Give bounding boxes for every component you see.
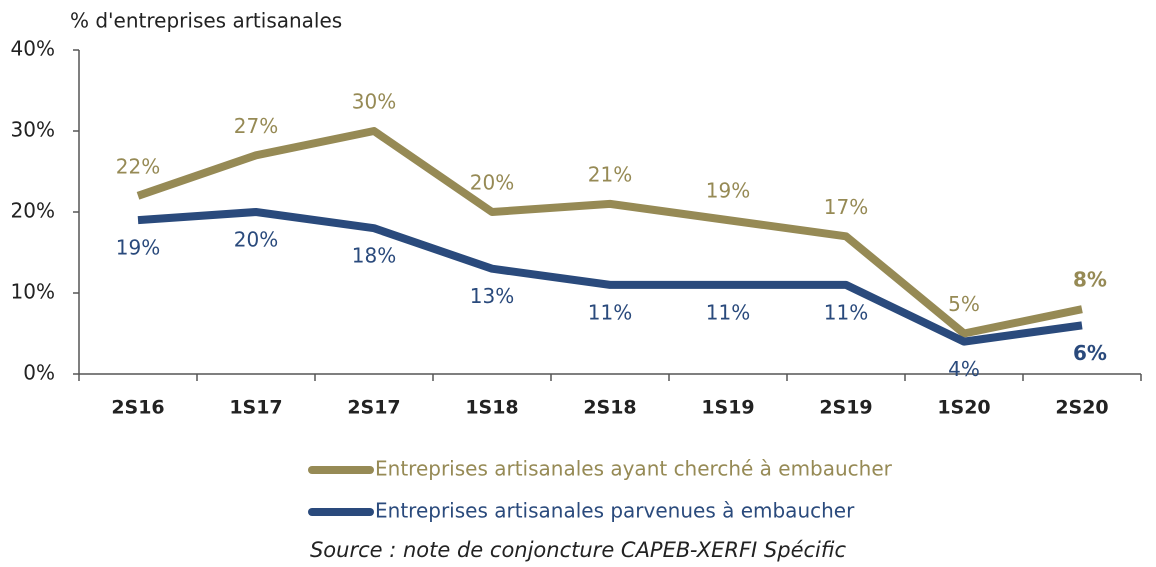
x-tick-label: 1S19 xyxy=(701,397,754,419)
data-label: 11% xyxy=(824,300,868,324)
data-label: 4% xyxy=(948,357,980,381)
data-label: 13% xyxy=(470,284,514,308)
data-label: 20% xyxy=(234,228,278,252)
data-label: 17% xyxy=(824,195,868,219)
data-label: 21% xyxy=(588,162,632,186)
y-tick-label: 0% xyxy=(23,361,55,385)
y-tick-label: 30% xyxy=(11,118,55,142)
data-label: 11% xyxy=(588,300,632,324)
x-tick-label: 2S20 xyxy=(1055,397,1108,419)
y-tick-label: 20% xyxy=(11,199,55,223)
data-label: 30% xyxy=(352,90,396,114)
data-label: 19% xyxy=(116,236,160,260)
data-label: 8% xyxy=(1073,268,1107,292)
legend-label: Entreprises artisanales ayant cherché à … xyxy=(375,457,893,481)
x-tick-label: 2S19 xyxy=(819,397,872,419)
y-axis-title: % d'entreprises artisanales xyxy=(70,9,342,33)
source-note: Source : note de conjoncture CAPEB-XERFI… xyxy=(310,538,846,562)
x-tick-label: 2S18 xyxy=(583,397,636,419)
series-line xyxy=(136,127,1083,338)
data-label: 19% xyxy=(706,179,750,203)
x-tick-label: 2S17 xyxy=(347,397,400,419)
data-label: 11% xyxy=(706,300,750,324)
y-tick-label: 10% xyxy=(11,280,55,304)
data-label: 5% xyxy=(948,292,980,316)
data-label: 22% xyxy=(116,154,160,178)
data-label: 20% xyxy=(470,171,514,195)
x-tick-label: 1S17 xyxy=(229,397,282,419)
data-label: 6% xyxy=(1073,341,1107,365)
y-tick-label: 40% xyxy=(11,37,55,61)
data-label: 27% xyxy=(234,114,278,138)
data-label: 18% xyxy=(352,244,396,268)
x-tick-label: 1S20 xyxy=(937,397,990,419)
x-tick-label: 1S18 xyxy=(465,397,518,419)
x-tick-label: 2S16 xyxy=(111,397,164,419)
legend-label: Entreprises artisanales parvenues à emba… xyxy=(375,499,855,523)
series-line xyxy=(137,208,1083,346)
